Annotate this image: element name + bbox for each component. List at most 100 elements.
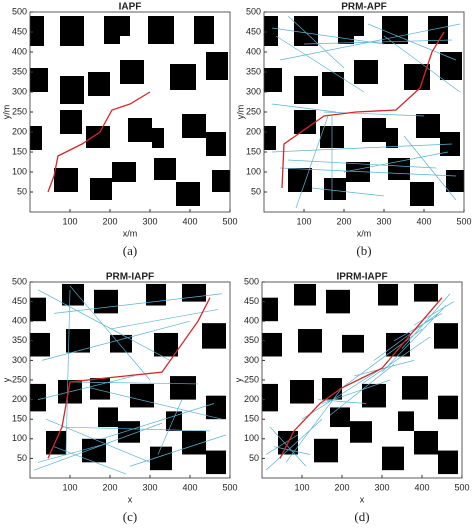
y-tick-label: 350 xyxy=(12,335,27,345)
y-tick-label: 50 xyxy=(251,186,261,196)
y-tick-label: 250 xyxy=(12,106,27,116)
y-tick-label: 400 xyxy=(12,46,27,56)
y-tick-label: 300 xyxy=(12,86,27,96)
obstacle xyxy=(130,383,154,408)
y-tick-label: 200 xyxy=(12,394,27,404)
x-tick-label: 500 xyxy=(454,482,469,492)
obstacle xyxy=(348,16,364,36)
obstacle xyxy=(446,170,464,192)
obstacle xyxy=(382,446,404,471)
y-tick-label: 350 xyxy=(246,66,261,76)
obstacle xyxy=(112,162,136,182)
caption: (a) xyxy=(123,243,137,258)
x-axis-label: x/m xyxy=(357,228,372,238)
x-tick-label: 400 xyxy=(414,482,429,492)
obstacle xyxy=(120,60,144,84)
y-tick-label: 250 xyxy=(246,106,261,116)
y-tick-label: 450 xyxy=(246,26,261,36)
obstacle xyxy=(414,430,438,455)
obstacle xyxy=(182,114,206,138)
obstacle xyxy=(54,168,78,192)
x-axis-label: x xyxy=(128,494,133,504)
y-tick-label: 300 xyxy=(12,355,27,365)
plot-area xyxy=(264,12,464,212)
obstacle xyxy=(294,76,318,104)
y-tick-label: 400 xyxy=(246,46,261,56)
obstacle xyxy=(82,438,106,463)
y-axis-label: y xyxy=(1,377,11,382)
obstacle xyxy=(30,297,46,322)
series-line xyxy=(279,297,443,459)
chart-title: PRM-IAPF xyxy=(106,272,154,283)
x-tick-label: 100 xyxy=(62,216,77,226)
obstacle xyxy=(324,178,346,200)
obstacle xyxy=(182,283,206,302)
series-line xyxy=(281,31,445,189)
y-tick-label: 100 xyxy=(12,166,27,176)
obstacle xyxy=(30,16,44,46)
x-tick-label: 100 xyxy=(294,482,309,492)
series-line xyxy=(47,91,151,193)
y-tick-label: 150 xyxy=(12,414,27,424)
obstacle xyxy=(414,283,438,302)
y-axis-label: y xyxy=(233,377,243,382)
x-axis-label: x/m xyxy=(123,228,138,238)
caption: (c) xyxy=(123,509,137,524)
obstacle xyxy=(262,332,282,357)
obstacle xyxy=(264,126,276,150)
obstacle xyxy=(90,178,112,200)
obstacle xyxy=(212,170,230,192)
obstacle xyxy=(298,329,322,353)
y-tick-label: 450 xyxy=(244,296,259,306)
obstacle xyxy=(206,52,228,80)
x-axis-label: x xyxy=(360,494,365,504)
obstacle xyxy=(98,407,118,428)
x-tick-label: 300 xyxy=(142,482,157,492)
obstacle xyxy=(264,16,278,46)
obstacle xyxy=(404,64,430,90)
obstacle xyxy=(114,16,130,36)
x-tick-label: 400 xyxy=(182,216,197,226)
obstacle xyxy=(440,52,462,80)
obstacle xyxy=(294,16,318,46)
obstacle xyxy=(46,430,66,455)
obstacle xyxy=(264,68,282,92)
obstacle xyxy=(60,110,82,134)
obstacle xyxy=(62,283,84,306)
obstacle xyxy=(410,182,434,206)
plot-area xyxy=(30,12,230,212)
x-tick-label: 500 xyxy=(456,216,471,226)
obstacle xyxy=(154,158,176,180)
obstacle xyxy=(322,378,342,400)
x-tick-label: 300 xyxy=(142,216,157,226)
obstacle xyxy=(342,334,364,353)
plot-area xyxy=(262,282,462,478)
obstacle xyxy=(170,376,196,400)
plot-area xyxy=(30,282,230,478)
obstacle xyxy=(88,72,110,96)
obstacle xyxy=(148,16,174,44)
y-tick-label: 200 xyxy=(244,394,259,404)
obstacle xyxy=(294,283,316,306)
obstacle xyxy=(314,438,338,463)
x-tick-label: 200 xyxy=(334,482,349,492)
x-tick-label: 400 xyxy=(182,482,197,492)
obstacle xyxy=(354,60,378,84)
y-tick-label: 100 xyxy=(246,166,261,176)
y-tick-label: 100 xyxy=(244,433,259,443)
y-tick-label: 350 xyxy=(244,335,259,345)
obstacle xyxy=(128,118,152,142)
y-tick-label: 500 xyxy=(12,276,27,286)
obstacle xyxy=(86,126,110,148)
obstacle xyxy=(262,297,278,322)
obstacle xyxy=(206,132,226,156)
obstacle xyxy=(350,421,372,443)
y-tick-label: 50 xyxy=(249,453,259,463)
obstacle xyxy=(66,329,90,353)
obstacle xyxy=(194,16,214,44)
obstacle xyxy=(326,289,350,314)
obstacle xyxy=(206,395,226,420)
y-tick-label: 50 xyxy=(17,453,27,463)
chart-title: IAPF xyxy=(119,2,142,13)
